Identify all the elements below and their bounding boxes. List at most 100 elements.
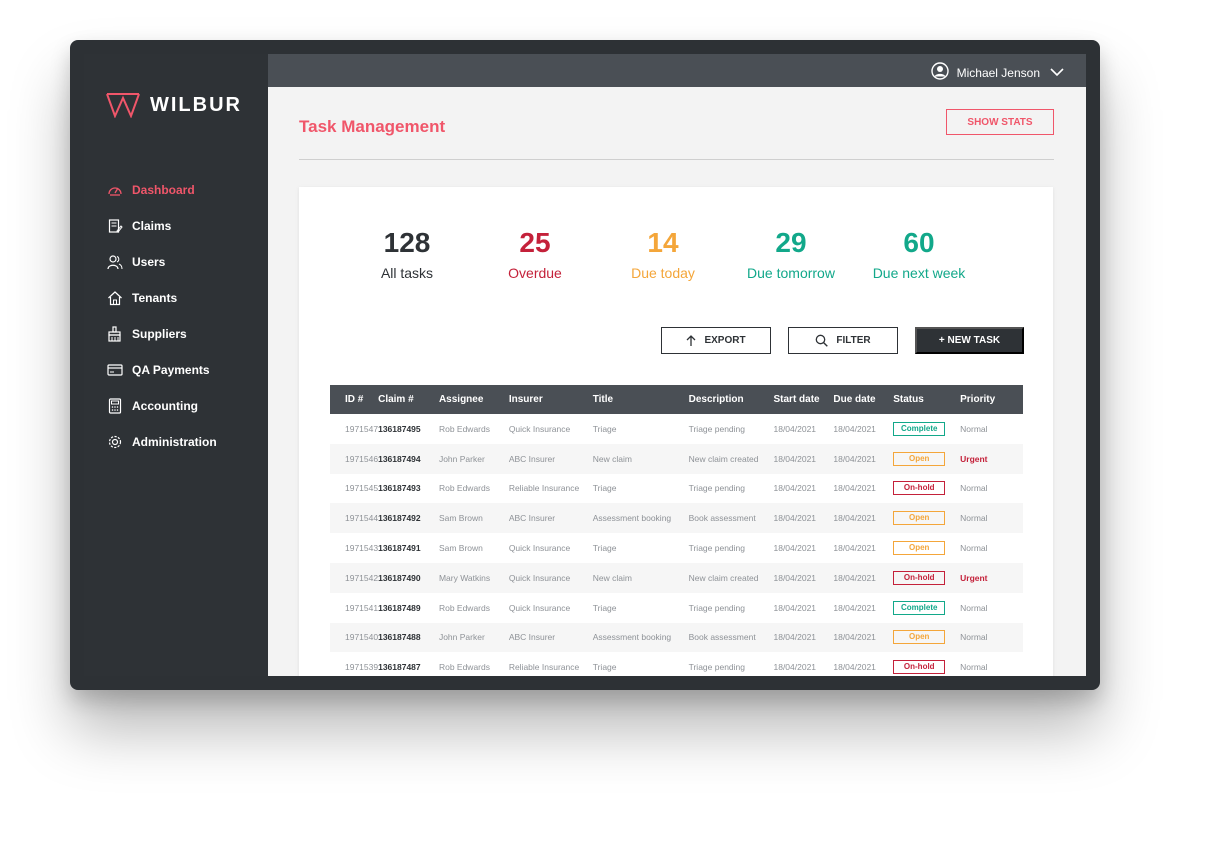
insurer-cell: ABC Insurer	[508, 632, 556, 643]
column-header[interactable]: Priority	[960, 394, 996, 405]
user-menu[interactable]: Michael Jenson	[930, 62, 1064, 83]
stat-label: All tasks	[380, 265, 434, 281]
column-header[interactable]: Title	[592, 394, 614, 405]
credit-card-icon	[106, 361, 124, 379]
start-date-cell: 18/04/2021	[773, 513, 817, 524]
assignee-cell: John Parker	[438, 453, 485, 464]
claim-number-cell: 136187495	[378, 423, 421, 434]
stat-value: 25	[519, 227, 551, 258]
task-title-cell: Triage	[592, 423, 617, 434]
column-header[interactable]: Claim #	[378, 394, 414, 405]
status-badge: Complete	[893, 600, 946, 615]
claim-number-cell: 136187493	[378, 483, 421, 494]
priority-cell: Normal	[960, 602, 988, 613]
start-date-cell: 18/04/2021	[773, 572, 817, 583]
stat-value: 14	[647, 227, 679, 258]
home-icon	[106, 289, 124, 307]
export-button[interactable]: EXPORT	[661, 327, 771, 354]
table-row[interactable]: 1971543 136187491 Sam Brown Quick Insurance…	[330, 533, 1023, 563]
status-badge: On-hold	[893, 660, 946, 675]
column-header[interactable]: ID #	[345, 394, 364, 405]
sidebar-item-tenants[interactable]: Tenants	[106, 280, 217, 316]
status-badge: Open	[893, 541, 946, 556]
priority-cell: Normal	[960, 632, 988, 643]
task-id-cell: 1971547	[345, 423, 379, 434]
brand-logo[interactable]: WILBUR	[106, 92, 242, 118]
top-bar: Michael Jenson	[268, 54, 1086, 87]
task-id-cell: 1971546	[345, 453, 379, 464]
task-description-cell: Triage pending	[688, 543, 745, 554]
stat-overdue[interactable]: 25 Overdue	[471, 227, 599, 281]
title-divider	[299, 159, 1054, 160]
insurer-cell: Quick Insurance	[508, 572, 571, 583]
sidebar-item-users[interactable]: Users	[106, 244, 217, 280]
sidebar-item-label: Claims	[132, 219, 172, 233]
column-header[interactable]: Insurer	[508, 394, 543, 405]
task-id-cell: 1971539	[345, 662, 379, 673]
app-screen: WILBUR Dashboard Claims	[84, 54, 1086, 676]
task-description-cell: New claim created	[688, 453, 759, 464]
status-cell: Open	[893, 623, 960, 653]
sidebar-nav: Dashboard Claims Users	[106, 172, 217, 460]
due-date-cell: 18/04/2021	[833, 513, 876, 524]
table-header-row: ID # Claim # Assignee Insurer Title Desc…	[330, 385, 1023, 414]
column-header[interactable]: Status	[893, 394, 924, 405]
chevron-down-icon[interactable]	[1050, 66, 1064, 80]
sidebar-item-suppliers[interactable]: Suppliers	[106, 316, 217, 352]
table-row[interactable]: 1971544 136187492 Sam Brown ABC Insurer Asse…	[330, 503, 1023, 534]
due-date-cell: 18/04/2021	[833, 572, 876, 583]
export-label: EXPORT	[704, 335, 746, 346]
status-cell: Complete	[893, 593, 960, 623]
due-date-cell: 18/04/2021	[833, 483, 876, 494]
stat-all-tasks[interactable]: 128 All tasks	[343, 227, 471, 281]
start-date-cell: 18/04/2021	[773, 543, 817, 554]
sidebar-item-accounting[interactable]: Accounting	[106, 388, 217, 424]
sidebar-item-qa-payments[interactable]: QA Payments	[106, 352, 217, 388]
assignee-cell: Rob Edwards	[438, 423, 490, 434]
table-row[interactable]: 1971546 136187494 John Parker ABC Insurer Ne…	[330, 443, 1023, 474]
user-name: Michael Jenson	[956, 65, 1040, 80]
table-body: 1971547 136187495 Rob Edwards Quick Insuran…	[330, 414, 1023, 676]
sidebar-item-dashboard[interactable]: Dashboard	[106, 172, 217, 208]
users-icon	[106, 253, 124, 271]
claim-number-cell: 136187489	[378, 602, 421, 613]
new-task-button[interactable]: + NEW TASK	[915, 327, 1024, 354]
task-title-cell: New claim	[592, 453, 632, 464]
filter-button[interactable]: FILTER	[788, 327, 898, 354]
task-title-cell: New claim	[592, 572, 632, 583]
status-badge: Open	[893, 451, 946, 466]
table-row[interactable]: 1971540 136187488 John Parker ABC Insurer As…	[330, 622, 1023, 653]
user-avatar-icon	[930, 62, 949, 83]
stat-due-tomorrow[interactable]: 29 Due tomorrow	[727, 227, 855, 281]
table-row[interactable]: 1971547 136187495 Rob Edwards Quick Insuran…	[330, 414, 1023, 444]
stat-value: 128	[383, 227, 431, 258]
insurer-cell: Quick Insurance	[508, 423, 571, 434]
start-date-cell: 18/04/2021	[773, 602, 817, 613]
table-row[interactable]: 1971545 136187493 Rob Edwards Reliable Insu…	[330, 474, 1023, 504]
stat-due-today[interactable]: 14 Due today	[599, 227, 727, 281]
status-cell: On-hold	[893, 474, 960, 504]
sidebar-item-administration[interactable]: Administration	[106, 424, 217, 460]
stat-label: Due today	[631, 265, 695, 281]
status-badge: Open	[893, 630, 946, 645]
insurer-cell: Reliable Insurance	[508, 662, 580, 673]
task-description-cell: Triage pending	[688, 423, 745, 434]
due-date-cell: 18/04/2021	[833, 632, 876, 643]
stat-due-next-week[interactable]: 60 Due next week	[855, 227, 983, 281]
clipboard-edit-icon	[106, 217, 124, 235]
priority-cell: Urgent	[960, 572, 988, 583]
claim-number-cell: 136187488	[378, 632, 421, 643]
column-header[interactable]: Description	[688, 394, 744, 405]
priority-cell: Normal	[960, 662, 988, 673]
column-header[interactable]: Start date	[773, 394, 820, 405]
show-stats-button[interactable]: SHOW STATS	[946, 109, 1054, 135]
table-row[interactable]: 1971542 136187490 Mary Watkins Quick Insura…	[330, 562, 1023, 593]
table-row[interactable]: 1971541 136187489 Rob Edwards Quick Insuran…	[330, 593, 1023, 623]
priority-cell: Normal	[960, 543, 988, 554]
tasks-table: ID # Claim # Assignee Insurer Title Desc…	[330, 385, 1023, 676]
table-row[interactable]: 1971539 136187487 Rob Edwards Reliable Insu…	[330, 652, 1023, 676]
sidebar-item-claims[interactable]: Claims	[106, 208, 217, 244]
column-header[interactable]: Assignee	[438, 394, 484, 405]
column-header[interactable]: Due date	[833, 394, 876, 405]
speedometer-icon	[106, 181, 124, 199]
